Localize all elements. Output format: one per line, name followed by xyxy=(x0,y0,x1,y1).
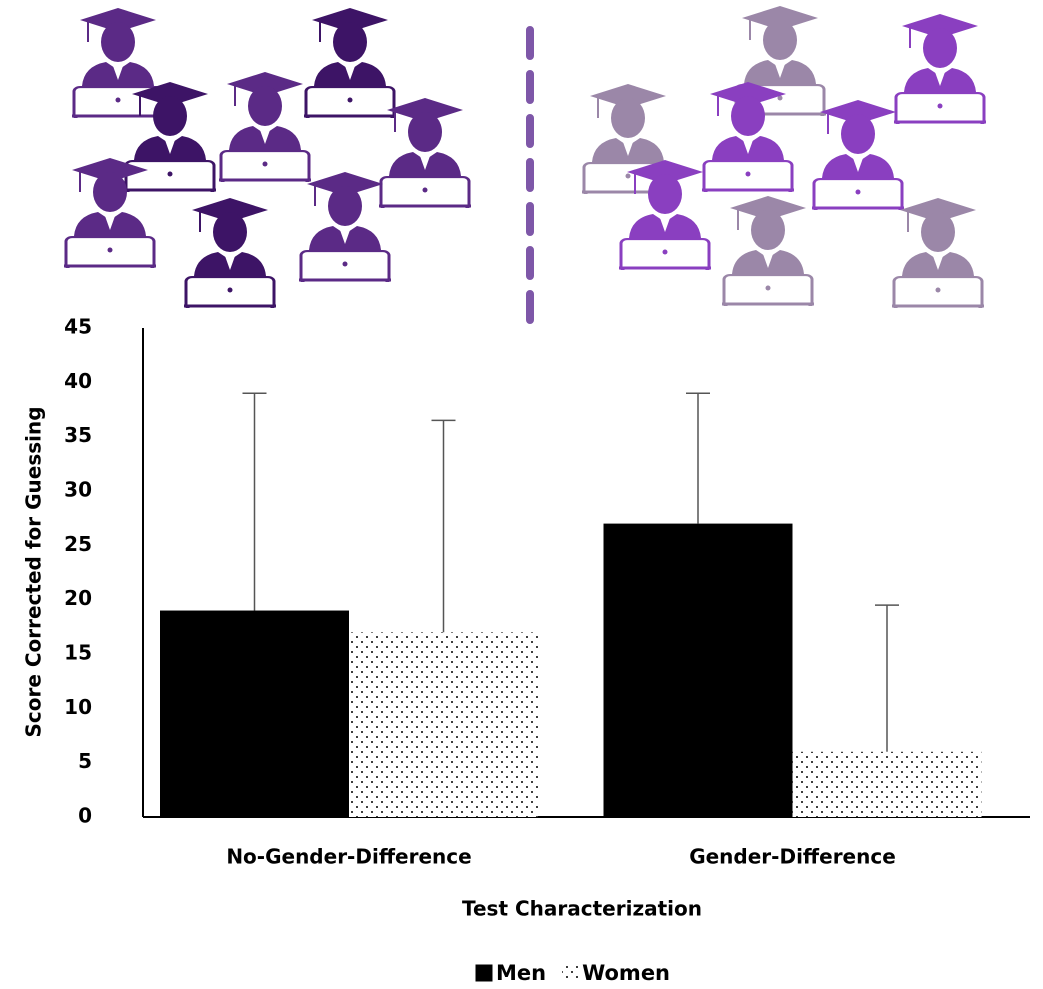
y-tick-label: 35 xyxy=(64,423,92,447)
student-icon xyxy=(812,100,904,211)
student-icon xyxy=(72,8,164,119)
y-tick-label: 25 xyxy=(64,532,92,556)
student-icon xyxy=(219,72,311,183)
error-bar xyxy=(432,420,456,632)
legend-swatch xyxy=(562,965,578,981)
legend-label: Women xyxy=(582,961,670,985)
bar xyxy=(793,752,982,817)
error-bar xyxy=(875,605,899,752)
legend-label: Men xyxy=(496,961,546,985)
x-axis-title: Test Characterization xyxy=(462,897,702,921)
y-tick-label: 10 xyxy=(64,695,92,719)
x-tick-label: Gender-Difference xyxy=(689,845,896,869)
bar xyxy=(349,632,538,817)
student-icon xyxy=(722,196,814,307)
y-tick-label: 45 xyxy=(64,315,92,339)
student-icon xyxy=(299,172,391,283)
error-bar xyxy=(686,393,710,523)
legend-swatch xyxy=(476,965,492,981)
y-tick-label: 15 xyxy=(64,641,92,665)
bar xyxy=(604,524,793,817)
student-icon xyxy=(304,8,396,119)
chart: Score Corrected for Guessing Test Charac… xyxy=(0,0,1043,989)
y-tick-label: 40 xyxy=(64,369,92,393)
y-tick-label: 30 xyxy=(64,478,92,502)
y-tick-label: 0 xyxy=(78,804,92,828)
y-axis-title: Score Corrected for Guessing xyxy=(22,406,46,737)
student-icon xyxy=(184,198,276,309)
student-icon xyxy=(892,198,984,309)
y-tick-label: 20 xyxy=(64,586,92,610)
error-bar xyxy=(243,393,267,610)
illustration xyxy=(64,6,986,325)
bar xyxy=(160,611,349,817)
x-tick-label: No-Gender-Difference xyxy=(226,845,471,869)
y-tick-label: 5 xyxy=(78,749,92,773)
student-icon xyxy=(894,14,986,125)
